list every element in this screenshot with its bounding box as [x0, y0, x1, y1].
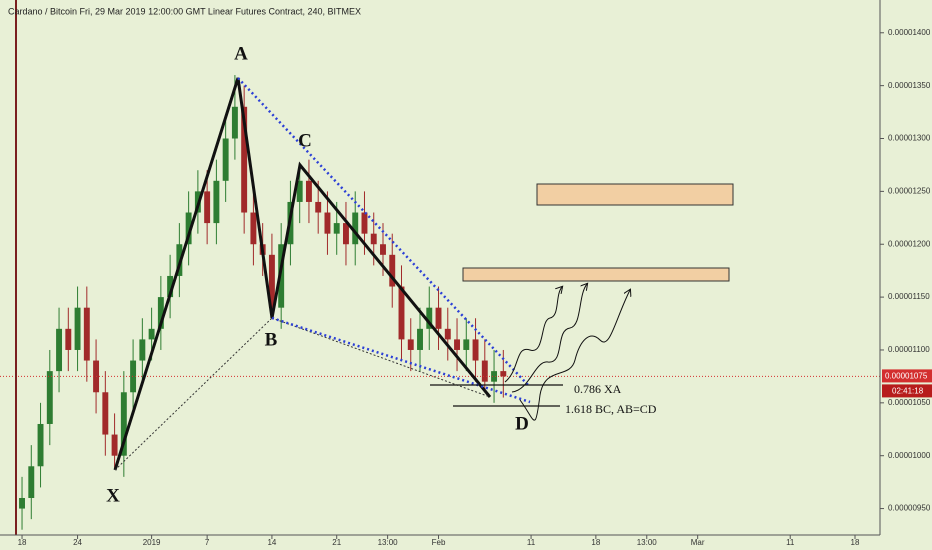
candle-body — [398, 286, 405, 340]
candle-body — [157, 297, 164, 329]
y-tick-label: 0.00001050 — [888, 398, 931, 407]
candle-body — [56, 328, 63, 372]
candle-body — [19, 497, 25, 509]
candle-body — [454, 339, 460, 350]
x-tick-label: Feb — [432, 538, 446, 547]
x-tick-label: 21 — [332, 538, 341, 547]
candle-body — [491, 371, 498, 382]
x-tick-label: 13:00 — [378, 538, 399, 547]
last-price-box — [882, 369, 932, 383]
candle-body — [296, 180, 303, 202]
countdown-box — [882, 384, 932, 398]
wedge-upper — [237, 77, 529, 386]
candle-body — [426, 307, 433, 329]
candle-body — [305, 180, 312, 202]
x-tick-label: 2019 — [143, 538, 161, 547]
x-tick-label: 24 — [73, 538, 82, 547]
y-tick-label: 0.00001100 — [888, 345, 930, 354]
candle-body — [111, 434, 118, 456]
x-tick-label: 18 — [851, 538, 860, 547]
y-tick-label: 0.00001250 — [888, 186, 931, 195]
resistance-zone — [462, 267, 730, 282]
point-label: A — [234, 43, 248, 64]
candle-body — [120, 392, 127, 456]
x-tick-label: 7 — [205, 538, 210, 547]
point-label: B — [265, 329, 278, 350]
point-label: D — [515, 413, 529, 434]
annotation: 0.786 XA — [574, 382, 622, 396]
candle-body — [324, 212, 331, 234]
chart-title: Cardano / Bitcoin Fri, 29 Mar 2019 12:00… — [8, 6, 361, 16]
candle-body — [148, 328, 155, 340]
candle-body — [463, 339, 470, 350]
x-tick-label: 14 — [267, 538, 276, 547]
axes: 0.00000950 0.00001000 0.00001050 0.00001100… — [18, 28, 932, 547]
x-tick-label: Mar — [691, 538, 705, 547]
candle-body — [500, 371, 507, 377]
bd-line — [271, 317, 491, 398]
candle-body — [167, 275, 174, 298]
candle-body — [74, 307, 81, 350]
y-tick-label: 0.00001200 — [888, 239, 931, 248]
candle-body — [389, 254, 396, 287]
y-tick-label: 0.00001000 — [888, 451, 931, 460]
candle-body — [231, 106, 238, 139]
projection-arrow — [504, 287, 562, 383]
candle-body — [472, 339, 479, 361]
candle-body — [213, 180, 220, 224]
candle-body — [417, 328, 423, 350]
point-label: C — [298, 130, 312, 151]
candle-body — [435, 307, 442, 329]
candle-body — [343, 223, 349, 245]
annotation: 1.618 BC, AB=CD — [565, 402, 657, 416]
candle-body — [250, 212, 257, 245]
y-tick-label: 0.00001300 — [888, 134, 931, 143]
x-tick-label: 11 — [527, 538, 536, 547]
projection-arrow — [519, 290, 630, 421]
candle-body — [46, 371, 53, 424]
x-tick-label: 13:00 — [637, 538, 658, 547]
last-price-label: 0.00001075 — [885, 372, 928, 381]
candle-body — [222, 138, 229, 181]
candle-body — [139, 339, 146, 361]
candle-body — [204, 191, 211, 224]
x-tick-label: 18 — [18, 538, 27, 547]
y-tick-label: 0.00001400 — [888, 28, 931, 37]
y-tick-label: 0.00000950 — [888, 504, 931, 513]
candle-body — [28, 466, 35, 498]
x-tick-label: 18 — [591, 538, 600, 547]
candle-body — [83, 307, 90, 361]
xb-line — [114, 317, 273, 471]
candle-body — [481, 360, 488, 382]
candle-body — [333, 223, 340, 234]
wedge-lower — [271, 316, 531, 404]
candle-body — [380, 244, 386, 255]
projection-arrow — [511, 284, 587, 393]
candle-body — [102, 392, 109, 435]
candle-body — [407, 339, 414, 350]
candle-body — [65, 328, 72, 350]
x-tick-label: 11 — [786, 538, 795, 547]
candle-body — [315, 201, 322, 213]
candle-body — [185, 212, 192, 245]
resistance-zone — [536, 183, 734, 206]
candle-body — [352, 212, 359, 245]
y-tick-label: 0.00001350 — [888, 81, 931, 90]
candle-body — [37, 423, 44, 467]
candle-body — [370, 233, 377, 245]
candle-body — [361, 212, 368, 234]
candle-body — [130, 360, 137, 393]
candle-body — [268, 254, 275, 308]
candle-body — [444, 328, 451, 340]
countdown-label: 02:41:18 — [892, 387, 924, 396]
y-tick-label: 0.00001150 — [888, 292, 930, 301]
point-label: X — [106, 485, 120, 506]
candle-body — [241, 106, 248, 213]
